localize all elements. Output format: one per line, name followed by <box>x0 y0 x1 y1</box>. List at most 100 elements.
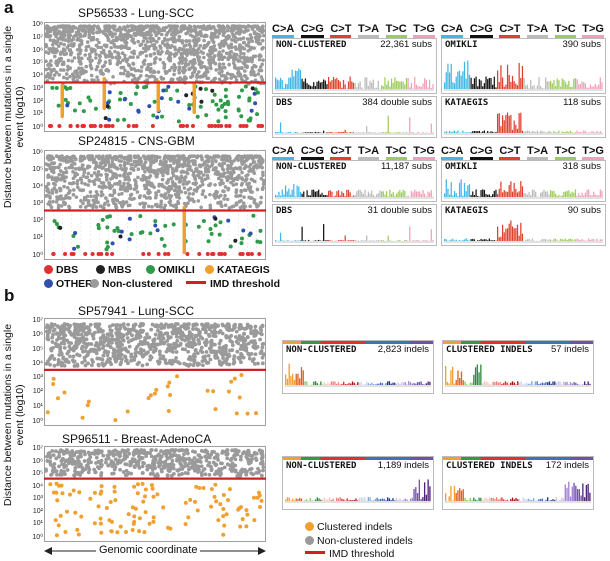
nonclustered-point <box>200 65 204 69</box>
nonclustered-point <box>188 164 192 169</box>
nonclustered-point <box>132 67 136 71</box>
spectrum-bar <box>448 194 451 197</box>
nonclustered-indel-point <box>91 336 96 341</box>
spectrum-panel: NON-CLUSTERED 11,187 subs <box>272 160 437 202</box>
nonclustered-point <box>193 159 197 164</box>
nonclustered-indel-point <box>55 331 60 336</box>
nonclustered-point <box>169 155 174 159</box>
nonclustered-indel-point <box>63 333 68 338</box>
omikli-point <box>115 226 120 231</box>
spectrum-bar <box>511 226 514 241</box>
spectrum-bar <box>586 240 588 241</box>
nonclustered-point <box>259 156 264 161</box>
nonclustered-point <box>72 56 77 60</box>
nonclustered-point <box>181 25 186 29</box>
nonclustered-indel-point <box>86 361 90 366</box>
nonclustered-point <box>250 154 254 158</box>
nonclustered-point <box>225 35 230 40</box>
spectrum-bar <box>493 190 495 197</box>
nonclustered-point <box>78 32 83 37</box>
nonclustered-indel-point <box>188 356 193 361</box>
mutation-type-label: C>G <box>469 145 493 160</box>
clustered-indel-point <box>113 418 118 423</box>
spectrum-bar <box>505 228 507 241</box>
nonclustered-point <box>136 55 140 59</box>
nonclustered-indel-point <box>247 453 252 458</box>
nonclustered-point <box>254 36 258 41</box>
spectrum-bar <box>364 240 366 241</box>
nonclustered-point <box>64 24 69 28</box>
nonclustered-indel-point <box>180 347 185 352</box>
nonclustered-point <box>225 178 230 183</box>
spectrum-count: 384 double subs <box>362 97 432 108</box>
spectrum-bar <box>593 191 595 197</box>
nonclustered-point <box>225 28 230 33</box>
dbs-point <box>185 252 190 256</box>
omikli-point <box>255 239 260 244</box>
nonclustered-indel-point <box>254 329 258 334</box>
nonclustered-point <box>221 49 225 53</box>
nonclustered-point <box>52 73 57 77</box>
nonclustered-indel-point <box>145 362 150 367</box>
nonclustered-point <box>48 47 53 51</box>
nonclustered-indel-point <box>159 322 164 327</box>
spectrum-bar <box>432 84 434 89</box>
panel-a-label: a <box>4 0 14 17</box>
nonclustered-point <box>66 196 71 200</box>
spectrum-bar <box>487 240 489 241</box>
nonclustered-point <box>92 78 96 83</box>
nonclustered-point <box>168 58 173 63</box>
mutation-type-label: T>C <box>385 23 407 38</box>
nonclustered-point <box>79 198 83 203</box>
nonclustered-point <box>180 41 185 45</box>
nonclustered-point <box>141 201 145 205</box>
nonclustered-point <box>54 34 58 39</box>
nonclustered-point <box>49 59 53 63</box>
mbs-point <box>250 86 255 91</box>
nonclustered-point <box>148 53 153 58</box>
spectrum-bar <box>275 240 277 241</box>
spectrum-bar <box>448 72 451 89</box>
nonclustered-point <box>51 76 55 81</box>
spectrum-bar <box>483 239 485 241</box>
nonclustered-point <box>247 181 252 186</box>
spectrum-bar <box>505 114 507 133</box>
spectrum-bar <box>501 77 504 89</box>
nonclustered-point <box>174 203 178 207</box>
nonclustered-point <box>256 41 261 45</box>
nonclustered-indel-point <box>134 336 138 341</box>
omikli-point <box>77 101 82 106</box>
nonclustered-point <box>128 171 132 176</box>
nonclustered-point <box>89 194 93 199</box>
nonclustered-point <box>200 179 204 184</box>
omikli-point <box>247 98 252 103</box>
spectrum-bar <box>493 76 495 89</box>
nonclustered-point <box>163 192 168 196</box>
spectrum-bar <box>492 240 494 241</box>
omikli-point <box>225 99 230 104</box>
spectrum-bar <box>492 84 494 89</box>
nonclustered-point <box>214 68 219 72</box>
spectrum-bar <box>525 131 527 133</box>
spectrum-bar <box>515 124 517 133</box>
spectrum-bar <box>511 191 514 197</box>
spectrum-bar <box>475 76 477 89</box>
omikli-point <box>129 232 134 237</box>
spectrum-bar <box>316 191 318 197</box>
spectrum-bar <box>457 130 459 133</box>
nonclustered-point <box>226 25 231 30</box>
nonclustered-point <box>167 188 172 192</box>
spectrum-title: OMIKLI <box>445 162 478 172</box>
nonclustered-indel-point <box>223 346 228 351</box>
nonclustered-indel-point <box>71 331 76 336</box>
nonclustered-indel-point <box>207 332 211 337</box>
spectrum-bar <box>452 82 454 89</box>
nonclustered-point <box>221 189 225 193</box>
omikli-point <box>228 244 233 249</box>
spectrum-bar <box>400 192 403 197</box>
nonclustered-indel-point <box>148 354 153 359</box>
spectrum-bar <box>304 132 307 133</box>
nonclustered-indel-point <box>175 338 180 343</box>
nonclustered-indel-point <box>253 352 258 357</box>
mutation-type-label: T>C <box>385 145 407 160</box>
